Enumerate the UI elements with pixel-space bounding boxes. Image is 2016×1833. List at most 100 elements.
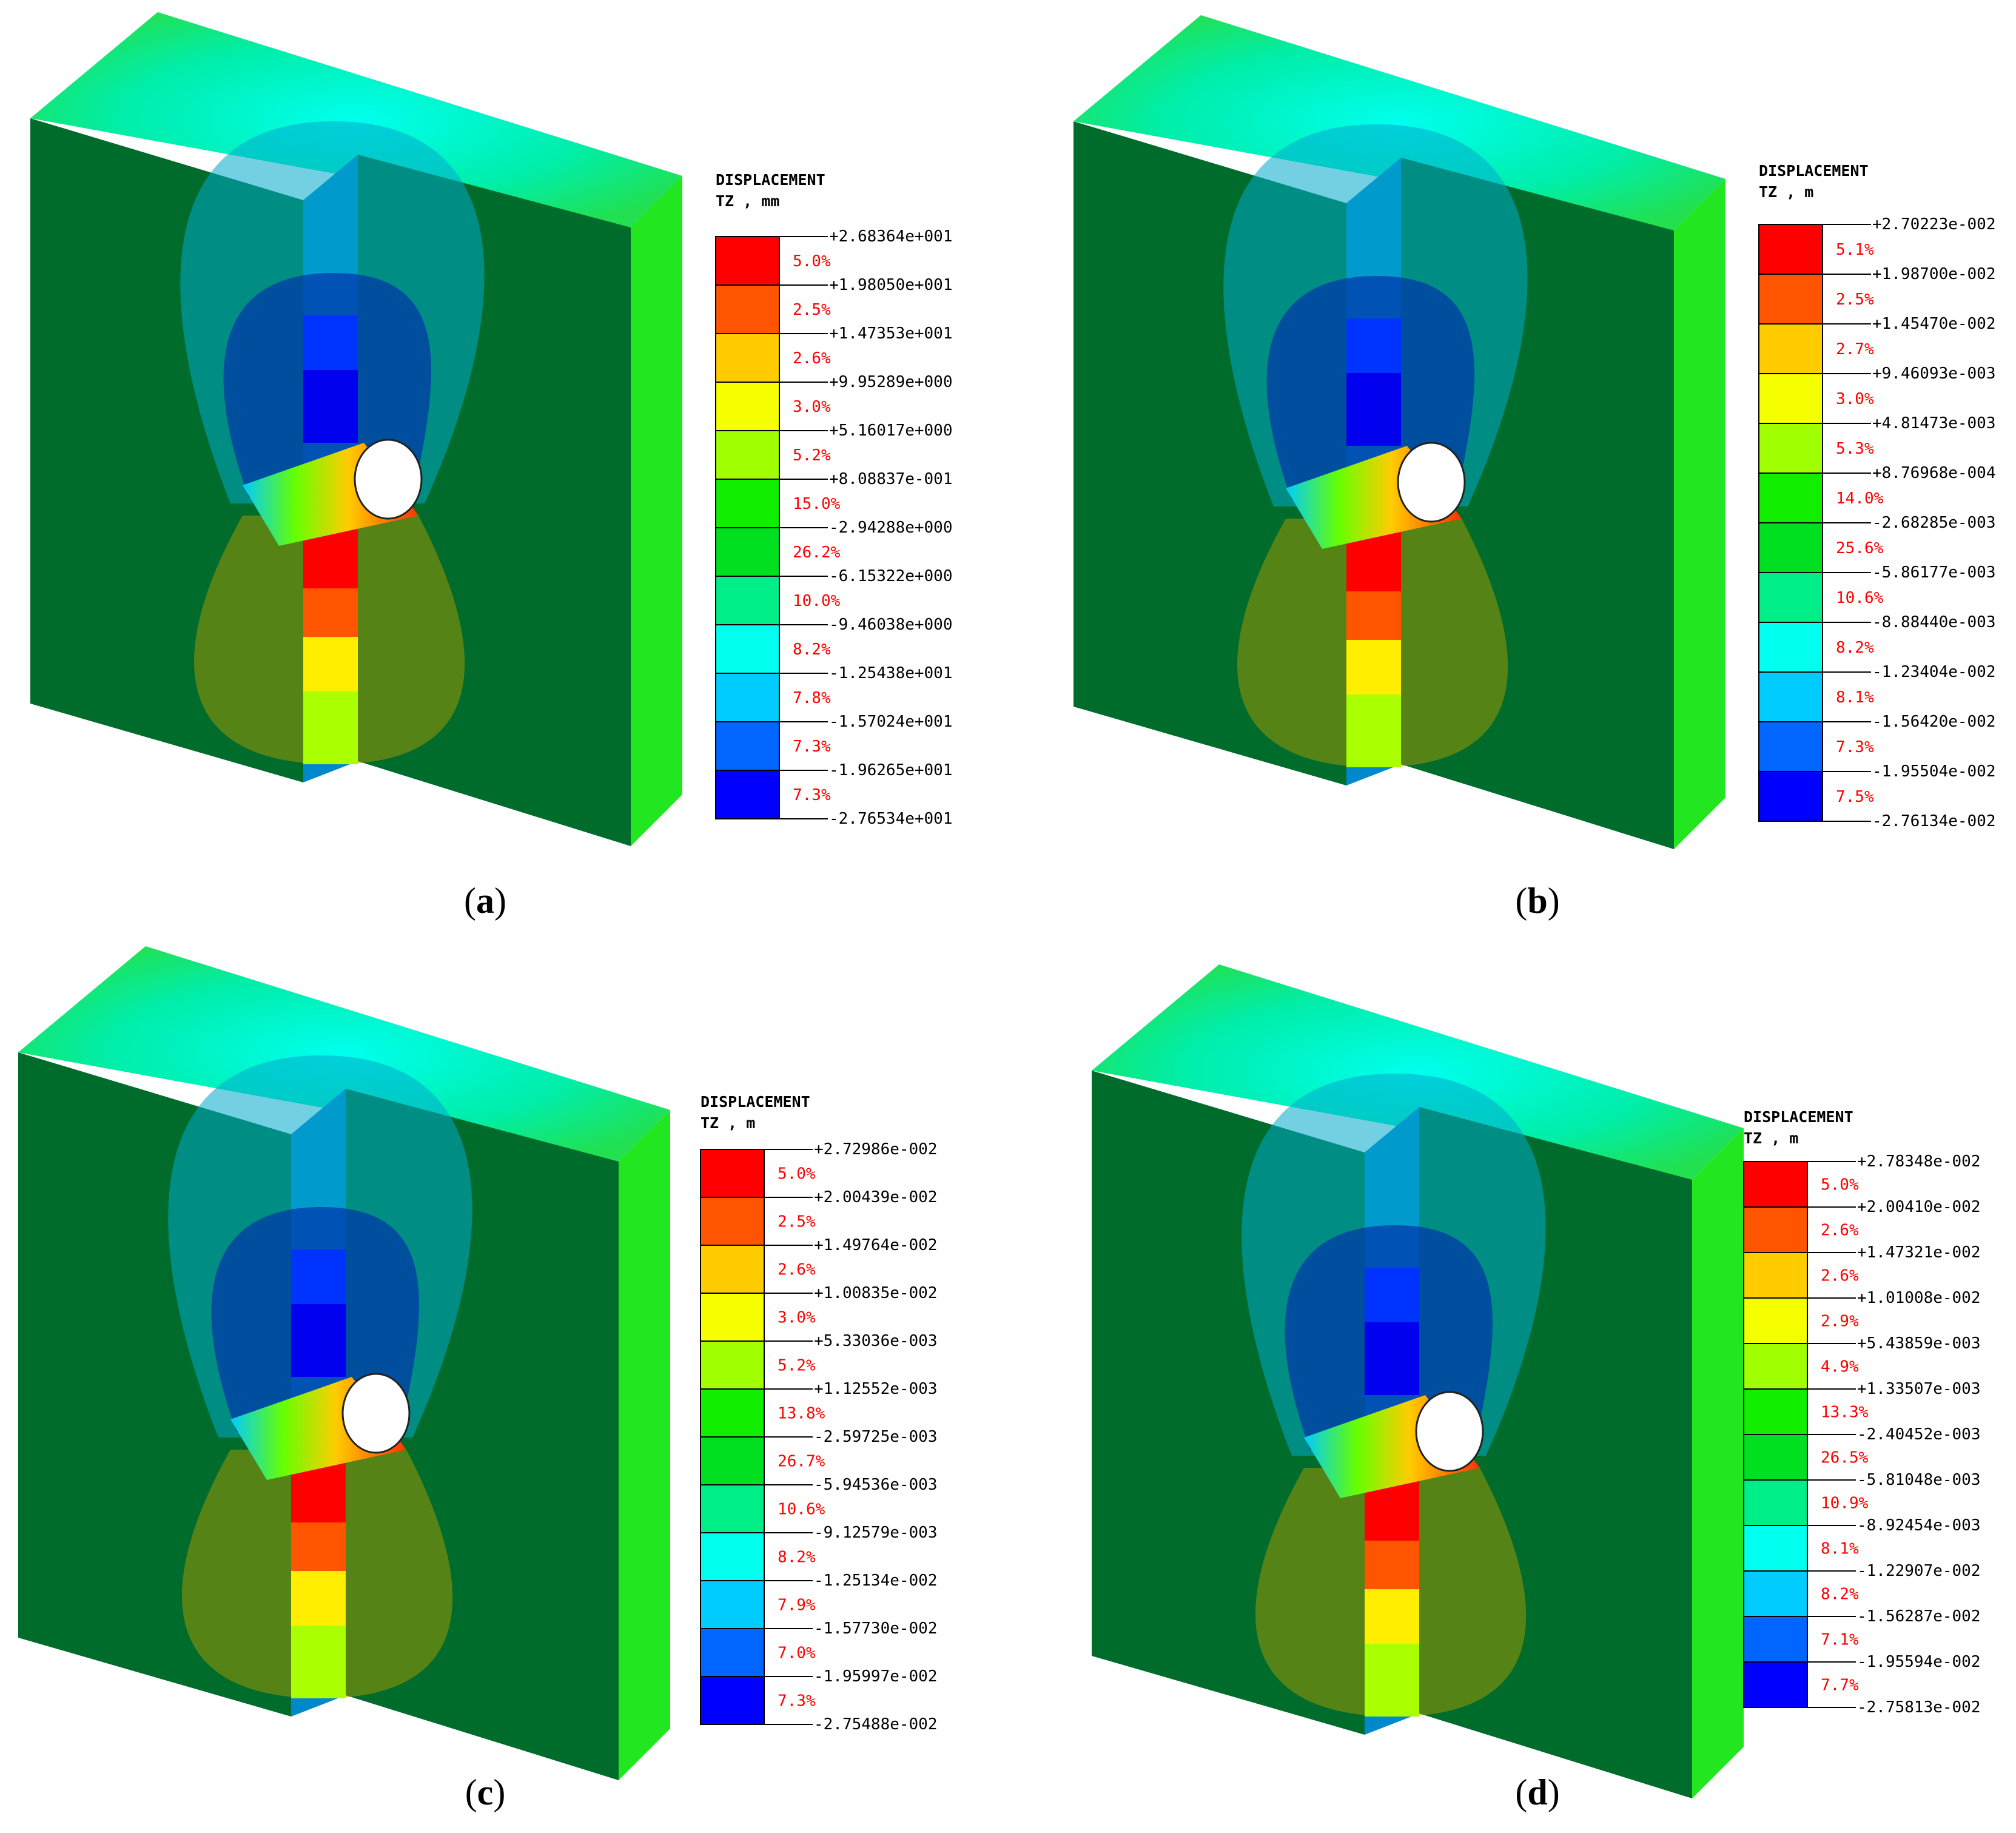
fem-model xyxy=(18,946,670,1780)
legend-value: -1.22907e-002 xyxy=(1857,1562,1981,1580)
legend-value: +5.16017e+000 xyxy=(829,422,953,440)
legend-value: +2.68364e+001 xyxy=(829,227,953,246)
legend-swatch xyxy=(1758,224,1823,275)
legend-swatch xyxy=(1743,1479,1808,1526)
legend-swatch xyxy=(1758,671,1823,722)
legend-percent: 7.8% xyxy=(793,689,831,707)
legend-percent: 5.0% xyxy=(793,252,831,271)
legend-swatch xyxy=(715,284,780,334)
legend-percent: 7.3% xyxy=(793,738,831,756)
legend-percent: 5.2% xyxy=(778,1357,816,1375)
legend-d: DISPLACEMENT TZ , m +2.78348e-002 +2.0041… xyxy=(1743,1108,1981,1717)
legend-value: -8.92454e-003 xyxy=(1857,1516,1981,1535)
legend-value: -2.75813e-002 xyxy=(1857,1698,1981,1717)
legend-value: +5.33036e-003 xyxy=(814,1332,938,1350)
legend-swatch xyxy=(1743,1616,1808,1663)
legend-value: +2.72986e-002 xyxy=(814,1140,938,1159)
legend-value: +1.47353e+001 xyxy=(829,325,953,343)
legend-percent: 2.5% xyxy=(793,301,831,319)
legend-swatch xyxy=(1758,473,1823,523)
legend-percent: 7.9% xyxy=(778,1596,816,1615)
legend-c: DISPLACEMENT TZ , m +2.72986e-002 +2.0043… xyxy=(700,1093,938,1734)
legend-percent: 15.0% xyxy=(793,495,841,513)
band-blue xyxy=(1346,318,1401,373)
legend-percent: 26.2% xyxy=(793,543,841,562)
legend-percent: 7.3% xyxy=(1836,738,1874,756)
legend-value: -5.81048e-003 xyxy=(1857,1471,1981,1489)
legend-percent: 8.2% xyxy=(1821,1586,1859,1604)
legend-swatch xyxy=(700,1484,765,1533)
band-orange xyxy=(291,1522,346,1571)
legend-value: -1.57024e+001 xyxy=(829,713,953,731)
legend-value: -1.95504e-002 xyxy=(1872,762,1996,781)
legend-value: +1.49764e-002 xyxy=(814,1236,938,1254)
legend-swatch xyxy=(1758,721,1823,772)
legend-percent: 2.6% xyxy=(1821,1222,1859,1240)
legend-title: DISPLACEMENT xyxy=(701,1093,810,1111)
legend-value: -1.56287e-002 xyxy=(1857,1607,1981,1626)
legend-title: DISPLACEMENT xyxy=(1744,1108,1853,1126)
legend-value: +2.78348e-002 xyxy=(1857,1152,1981,1171)
legend-swatch xyxy=(715,527,780,577)
band-yellow xyxy=(1346,640,1401,695)
legend-swatch xyxy=(715,576,780,625)
legend-value: -9.46038e+000 xyxy=(829,616,953,634)
caption-d: (d) xyxy=(1515,1772,1559,1812)
legend-swatch xyxy=(1743,1388,1808,1435)
legend-swatch xyxy=(1758,323,1823,374)
legend-value: +1.33507e-003 xyxy=(1857,1380,1981,1398)
band-yellow xyxy=(1365,1589,1419,1644)
legend-value: -5.86177e-003 xyxy=(1872,563,1996,582)
legend-percent: 2.7% xyxy=(1836,340,1874,358)
panel-b: DISPLACEMENT TZ , m +2.70223e-002 +1.9870… xyxy=(1074,15,1996,921)
legend-value: -2.75488e-002 xyxy=(814,1715,938,1734)
legend-percent: 7.1% xyxy=(1821,1631,1859,1649)
legend-value: +1.12552e-003 xyxy=(814,1380,938,1398)
legend-value: -2.68285e-003 xyxy=(1872,514,1996,532)
legend-percent: 2.6% xyxy=(1821,1267,1859,1285)
legend-value: +9.95289e+000 xyxy=(829,373,953,391)
legend-swatch xyxy=(715,673,780,722)
model-top-face xyxy=(30,12,682,227)
legend-value: -1.57730e-002 xyxy=(814,1619,938,1638)
legend-swatch xyxy=(1758,522,1823,573)
legend-swatch xyxy=(715,333,780,383)
legend-swatch xyxy=(715,382,780,431)
tunnel-opening xyxy=(341,1373,411,1454)
legend-swatch xyxy=(700,1293,765,1342)
legend-swatch xyxy=(1743,1343,1808,1390)
model-side-face xyxy=(631,176,682,846)
legend-value: +1.98050e+001 xyxy=(829,276,953,294)
panel-a: DISPLACEMENT TZ , mm +2.68364e+001 +1.980… xyxy=(30,12,953,921)
legend-percent: 10.6% xyxy=(778,1501,825,1519)
legend-value: -2.76134e-002 xyxy=(1872,812,1996,830)
legend-swatch xyxy=(1743,1206,1808,1253)
caption-a: (a) xyxy=(464,881,506,921)
legend-swatch xyxy=(700,1676,765,1725)
legend-value: -9.12579e-003 xyxy=(814,1524,938,1542)
legend-value: +8.08837e-001 xyxy=(829,470,953,488)
legend-value: +1.98700e-002 xyxy=(1872,265,1996,283)
legend-unit: TZ , m xyxy=(1744,1129,1798,1147)
legend-percent: 10.6% xyxy=(1836,589,1884,607)
band-yellow xyxy=(303,637,358,691)
band-blue xyxy=(291,1249,346,1304)
legend-percent: 14.0% xyxy=(1836,489,1884,508)
legend-percent: 8.2% xyxy=(778,1549,816,1567)
tunnel-opening xyxy=(1415,1391,1484,1472)
fem-model xyxy=(1074,15,1725,849)
legend-value: +2.70223e-002 xyxy=(1872,215,1996,234)
legend-swatch xyxy=(1758,622,1823,673)
legend-percent: 5.0% xyxy=(778,1165,816,1183)
legend-percent: 8.1% xyxy=(1836,688,1874,707)
legend-percent: 25.6% xyxy=(1836,539,1884,557)
model-side-face xyxy=(619,1110,670,1780)
legend-title: DISPLACEMENT xyxy=(1759,162,1869,180)
legend-swatch xyxy=(1743,1570,1808,1617)
legend-swatch xyxy=(700,1436,765,1485)
legend-percent: 2.6% xyxy=(793,349,831,368)
legend-value: -1.23404e-002 xyxy=(1872,663,1996,681)
band-lime xyxy=(1346,695,1401,767)
band-lime xyxy=(1365,1644,1419,1717)
